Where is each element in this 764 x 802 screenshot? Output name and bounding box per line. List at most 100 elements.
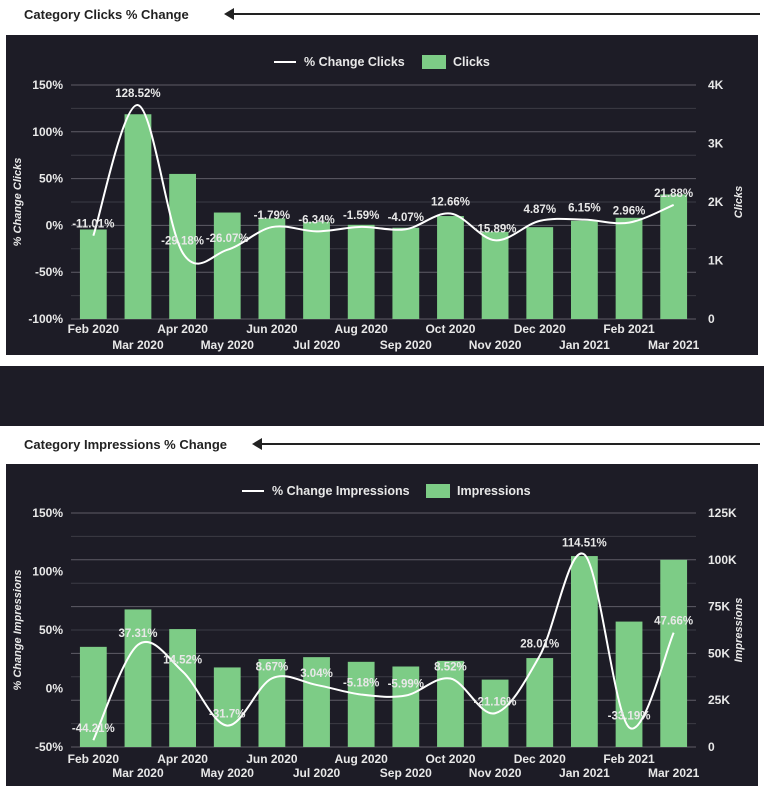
data-label: -26.07% [206, 233, 249, 245]
x-tick-label: May 2020 [201, 766, 255, 780]
y-right-tick-label: 125K [708, 506, 737, 520]
y-right-tick-label: 0 [708, 312, 715, 326]
chart1-svg: 150% 100% 50% 0% -50% -100% 4K 3K 2K 1K 0 % Change … [12, 55, 745, 352]
bar [124, 609, 152, 747]
legend-bar-label: Impressions [457, 484, 531, 498]
y-right-tick-label: 100K [708, 553, 737, 567]
x-tick-label: Aug 2020 [334, 322, 388, 336]
y-left-tick-label: 50% [39, 623, 63, 637]
y-right-tick-label: 2K [708, 195, 724, 209]
bar [571, 556, 598, 747]
x-tick-label: Feb 2020 [68, 322, 120, 336]
x-tick-label: Feb 2021 [603, 322, 655, 336]
data-label: 2.96% [613, 206, 646, 218]
y-left-tick-label: 50% [39, 172, 63, 186]
data-label: -5.18% [343, 678, 379, 690]
data-label: -5.99% [388, 679, 424, 691]
data-label: -29.18% [161, 236, 204, 248]
data-label: 128.52% [115, 88, 160, 100]
chart2-svg: 150% 100% 50% 0% -50% 125K 100K 75K 50K 25K 0 % Cha… [12, 484, 745, 780]
x-tick-label: Mar 2021 [648, 338, 700, 352]
series-line [92, 104, 675, 265]
bar [615, 217, 643, 319]
y-left-tick-label: 100% [32, 125, 63, 139]
arrow-left-icon [224, 8, 760, 20]
y-left-tick-label: 0% [46, 218, 64, 232]
y-left-tick-label: 0% [46, 682, 64, 696]
bar [437, 660, 464, 747]
y-right-axis-title: Impressions [733, 598, 745, 663]
y-left-tick-label: -100% [28, 312, 63, 326]
data-label: -1.79% [254, 210, 290, 222]
data-label: 47.66% [654, 616, 693, 628]
data-label: -44.21% [72, 723, 115, 735]
bar [124, 114, 152, 319]
x-tick-label: Mar 2020 [112, 338, 164, 352]
y-left-tick-label: 150% [32, 78, 63, 92]
bar [303, 657, 330, 747]
legend-line-label: % Change Clicks [304, 55, 405, 69]
x-tick-label: Feb 2020 [68, 752, 120, 766]
legend-bar-icon [426, 484, 450, 498]
y-right-tick-label: 0 [708, 740, 715, 754]
y-right-tick-label: 75K [708, 600, 730, 614]
x-tick-label: Dec 2020 [514, 322, 566, 336]
legend-line-label: % Change Impressions [272, 484, 410, 498]
bar [660, 194, 688, 319]
x-tick-label: Oct 2020 [425, 322, 475, 336]
chart2-title: Category Impressions % Change [24, 437, 227, 452]
x-tick-label: Mar 2021 [648, 766, 700, 780]
bar [392, 666, 420, 747]
y-left-axis-title: % Change Impressions [12, 569, 24, 690]
data-label: 114.51% [562, 538, 607, 550]
y-right-tick-label: 50K [708, 646, 730, 660]
x-tick-label: Mar 2020 [112, 766, 164, 780]
x-tick-label: Jun 2020 [246, 322, 298, 336]
x-tick-label: May 2020 [201, 338, 255, 352]
data-label: 3.04% [300, 668, 333, 680]
y-right-axis-title: Clicks [733, 186, 745, 218]
bar [258, 218, 286, 319]
bar [660, 559, 688, 747]
bar [258, 659, 286, 747]
bar [79, 229, 107, 319]
data-label: 12.66% [431, 197, 470, 209]
x-tick-label: Feb 2021 [603, 752, 655, 766]
y-left-tick-label: -50% [35, 265, 63, 279]
y-left-axis-title: % Change Clicks [12, 158, 24, 247]
x-tick-label: Jan 2021 [559, 338, 610, 352]
bar [169, 629, 196, 747]
x-tick-label: Nov 2020 [469, 766, 522, 780]
chart2-panel: 150% 100% 50% 0% -50% 125K 100K 75K 50K 25K 0 % Cha… [6, 464, 758, 786]
x-tick-label: Oct 2020 [425, 752, 475, 766]
x-tick-label: Jan 2021 [559, 766, 610, 780]
series-line [92, 552, 675, 741]
data-label: 37.31% [118, 628, 157, 640]
x-tick-label: Jul 2020 [293, 338, 341, 352]
dark-band [0, 366, 764, 426]
y-right-tick-label: 25K [708, 693, 730, 707]
bar [169, 173, 196, 319]
x-tick-label: Apr 2020 [157, 752, 208, 766]
data-label: 28.01% [520, 639, 559, 651]
data-label: 4.87% [523, 204, 556, 216]
data-label: 8.52% [434, 662, 467, 674]
x-tick-label: Jun 2020 [246, 752, 298, 766]
x-tick-label: Nov 2020 [469, 338, 522, 352]
chart1-title: Category Clicks % Change [24, 7, 189, 22]
data-label: -21.16% [474, 696, 517, 708]
y-right-tick-label: 3K [708, 137, 724, 151]
x-tick-label: Sep 2020 [380, 766, 432, 780]
bar [79, 646, 107, 747]
chart1-panel: 150% 100% 50% 0% -50% -100% 4K 3K 2K 1K 0 % Change … [6, 35, 758, 355]
data-label: -31.7% [209, 709, 245, 721]
data-label: 14.52% [163, 655, 202, 667]
data-label: -4.07% [388, 212, 424, 224]
data-label: -1.59% [343, 210, 379, 222]
bar [481, 231, 509, 319]
bar [526, 227, 554, 319]
data-label: -15.89% [474, 223, 517, 235]
y-right-tick-label: 1K [708, 254, 724, 268]
x-tick-label: Sep 2020 [380, 338, 432, 352]
x-tick-label: Jul 2020 [293, 766, 341, 780]
